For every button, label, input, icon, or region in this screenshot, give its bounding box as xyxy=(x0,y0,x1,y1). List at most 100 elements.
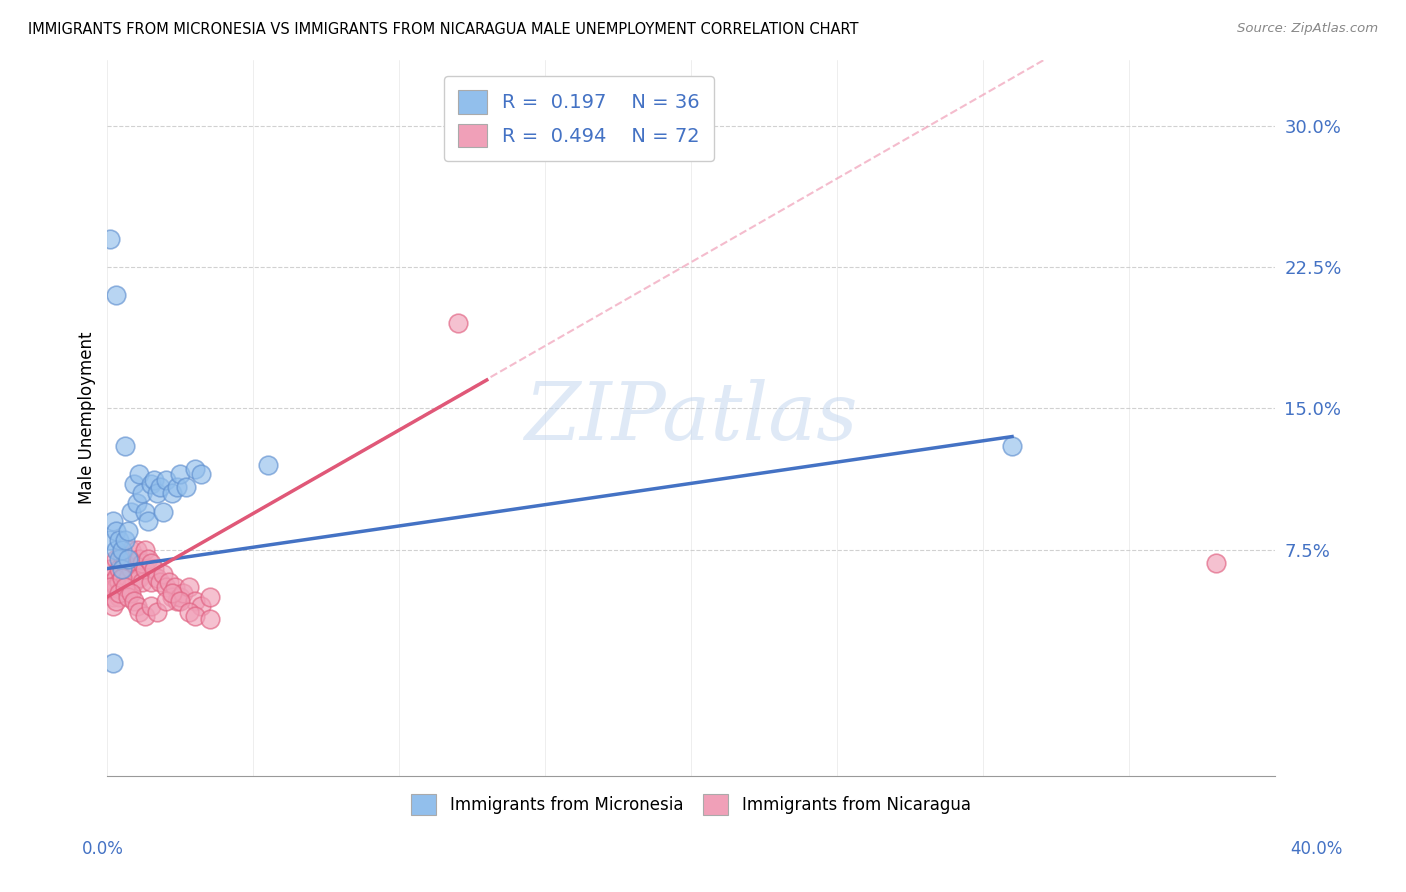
Point xyxy=(122,593,145,607)
Point xyxy=(198,612,221,626)
Point xyxy=(108,590,131,604)
Point xyxy=(143,561,166,575)
Point xyxy=(103,656,125,670)
Point xyxy=(125,495,148,509)
Point xyxy=(155,580,177,594)
Point xyxy=(120,542,142,557)
Point xyxy=(160,486,183,500)
Point xyxy=(128,467,150,482)
Point xyxy=(98,580,121,594)
Point xyxy=(103,599,125,614)
Point xyxy=(1001,439,1024,453)
Point xyxy=(136,515,159,529)
Point xyxy=(108,552,131,566)
Point xyxy=(120,580,142,594)
Point xyxy=(103,580,125,594)
Point xyxy=(149,480,172,494)
Point xyxy=(152,567,174,582)
Point xyxy=(149,574,172,589)
Point xyxy=(169,590,191,604)
Point xyxy=(103,590,125,604)
Point xyxy=(98,533,121,548)
Point xyxy=(108,533,131,548)
Text: ZIPatlas: ZIPatlas xyxy=(524,379,858,457)
Point xyxy=(163,580,186,594)
Text: Source: ZipAtlas.com: Source: ZipAtlas.com xyxy=(1237,22,1378,36)
Point xyxy=(111,580,134,594)
Point xyxy=(128,571,150,585)
Point xyxy=(157,574,180,589)
Point xyxy=(98,571,121,585)
Point xyxy=(117,552,139,566)
Point xyxy=(114,533,136,548)
Point xyxy=(117,590,139,604)
Point xyxy=(114,439,136,453)
Point xyxy=(190,467,212,482)
Point xyxy=(105,552,128,566)
Point xyxy=(184,593,207,607)
Point xyxy=(177,580,200,594)
Point xyxy=(111,542,134,557)
Point xyxy=(105,593,128,607)
Point xyxy=(105,524,128,538)
Point xyxy=(108,561,131,575)
Point xyxy=(141,599,163,614)
Point xyxy=(98,232,121,246)
Point xyxy=(108,574,131,589)
Point xyxy=(111,561,134,575)
Point xyxy=(134,561,156,575)
Point xyxy=(103,515,125,529)
Point xyxy=(103,574,125,589)
Point xyxy=(122,556,145,570)
Point xyxy=(117,552,139,566)
Point xyxy=(190,599,212,614)
Text: 40.0%: 40.0% xyxy=(1291,840,1343,858)
Point xyxy=(198,590,221,604)
Point xyxy=(117,524,139,538)
Point xyxy=(160,586,183,600)
Point xyxy=(108,586,131,600)
Point xyxy=(128,605,150,619)
Point xyxy=(125,571,148,585)
Legend: Immigrants from Micronesia, Immigrants from Nicaragua: Immigrants from Micronesia, Immigrants f… xyxy=(405,788,977,822)
Point xyxy=(152,505,174,519)
Text: 0.0%: 0.0% xyxy=(82,840,124,858)
Point xyxy=(117,571,139,585)
Point xyxy=(120,586,142,600)
Point xyxy=(184,608,207,623)
Point xyxy=(1205,556,1227,570)
Point xyxy=(146,605,169,619)
Point xyxy=(141,556,163,570)
Point xyxy=(134,505,156,519)
Point xyxy=(122,476,145,491)
Point xyxy=(105,288,128,302)
Point xyxy=(114,580,136,594)
Point xyxy=(114,556,136,570)
Point xyxy=(128,552,150,566)
Point xyxy=(114,574,136,589)
Point xyxy=(143,473,166,487)
Point xyxy=(146,571,169,585)
Point xyxy=(160,590,183,604)
Point xyxy=(125,599,148,614)
Point xyxy=(105,571,128,585)
Point xyxy=(111,549,134,563)
Point xyxy=(131,556,153,570)
Point xyxy=(105,542,128,557)
Point xyxy=(131,574,153,589)
Point xyxy=(177,605,200,619)
Point xyxy=(174,480,197,494)
Point xyxy=(257,458,280,472)
Point xyxy=(98,561,121,575)
Point xyxy=(136,552,159,566)
Point xyxy=(117,586,139,600)
Point xyxy=(141,476,163,491)
Point xyxy=(120,561,142,575)
Point xyxy=(141,574,163,589)
Point xyxy=(169,593,191,607)
Point xyxy=(122,574,145,589)
Point xyxy=(111,571,134,585)
Point xyxy=(134,608,156,623)
Point xyxy=(105,580,128,594)
Point xyxy=(125,542,148,557)
